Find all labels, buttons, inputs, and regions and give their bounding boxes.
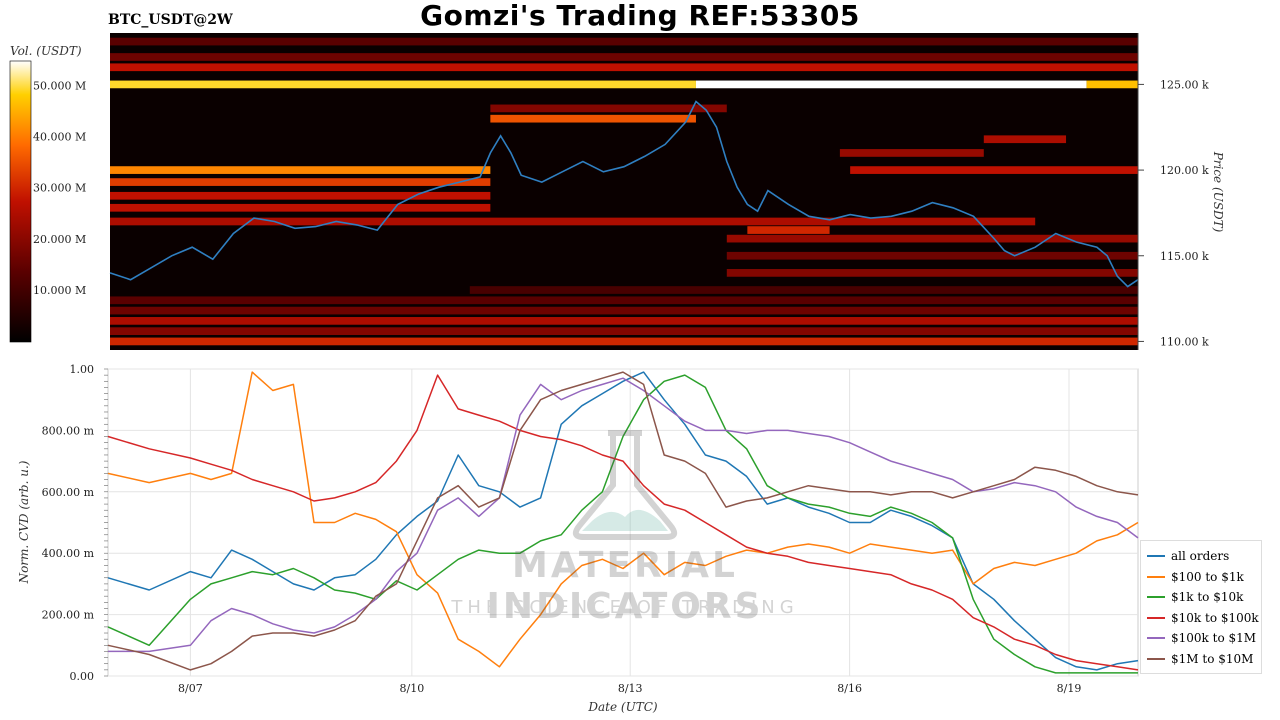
colorbar-tick-label: 30.000 M [33,182,86,195]
heatmap-band-16 [839,149,984,157]
price-tick-label: 110.00 k [1160,335,1209,348]
legend-item: $1k to $10k [1147,588,1243,606]
heatmap-band-21 [695,80,1087,89]
colorbar-title: Vol. (USDT) [10,44,82,58]
price-tick-label: 120.00 k [1160,164,1209,177]
heatmap-band-10 [110,217,1036,226]
legend-item: $1M to $10M [1147,650,1253,668]
flask-icon [572,430,678,540]
heatmap-band-5 [469,286,1138,294]
legend-label: $100 to $1k [1171,569,1244,584]
heatmap-band-12 [110,191,491,200]
x-tick-label: 8/13 [618,682,643,695]
colorbar: Vol. (USDT) 10.000 M 20.000 M 30.000 M 40.00… [9,44,86,343]
price-tick-label: 125.00 k [1160,78,1209,91]
y-tick-label: 400.00 m [42,547,95,560]
x-axis-title: Date (UTC) [587,700,657,714]
symbol-label: BTC_USDT@2W [108,12,233,28]
legend-label: $100k to $1M [1171,631,1257,645]
legend-label: all orders [1171,549,1230,563]
legend-swatch [1147,575,1165,578]
legend-item: $100 to $1k [1147,568,1244,586]
heatmap-band-2 [110,317,1138,325]
legend: all orders $100 to $1k $1k to $10k $10k to … [1140,540,1262,674]
legend-item: $100k to $1M [1147,629,1256,647]
heatmap-band-13 [110,178,491,186]
watermark: MATERIAL INDICATORS THE SCIENCE OF TRADI… [370,425,880,627]
price-line [109,100,1139,288]
series-line-3 [107,374,1139,671]
heatmap-band-25 [110,37,1138,46]
legend-item: all orders [1147,547,1229,565]
x-tick-label: 8/19 [1057,682,1082,695]
heatmap-band-18 [490,114,696,123]
heatmap-band-11 [110,203,491,212]
heatmap-band-1 [110,327,1138,336]
heatmap-band-6 [726,269,1138,277]
legend-item: $10k to $100k [1147,609,1259,627]
heatmap-band-8 [726,234,1138,243]
price-axis-title: Price (USDT) [1211,151,1225,233]
y-axis-title: Norm. CVD (arb. u.) [17,460,31,584]
heatmap-band-20 [110,80,696,89]
cvd-plot: 8/07 8/10 8/13 8/16 8/19 0.00 200.00 m 400.00 m… [17,363,1139,714]
heatmap-band-15 [850,166,1138,174]
price-axis: 110.00 k 115.00 k 120.00 k 125.00 k Price (U… [1137,33,1225,350]
series-line-2 [107,374,1138,674]
colorbar-tick-label: 20.000 M [33,233,86,246]
heatmap-band-19 [490,104,727,113]
watermark-brand: MATERIAL INDICATORS [486,545,764,627]
heatmap-band-22 [1086,80,1138,89]
watermark-tagline: THE SCIENCE OF TRADING [451,597,799,618]
legend-label: $1M to $10M [1171,651,1254,666]
heatmap-band-24 [110,53,1138,61]
legend-swatch [1147,555,1165,557]
chart-title: Gomzi's Trading REF:53305 [420,0,860,32]
y-tick-label: 800.00 m [42,424,95,437]
legend-label: $1k to $10k [1171,590,1244,604]
heatmap [109,33,1139,350]
heatmap-band-14 [110,166,491,174]
y-tick-label: 0.00 [70,670,95,683]
y-tick-label: 1.00 [70,363,95,376]
heatmap-band-0 [110,337,1138,346]
colorbar-tick-label: 50.000 M [33,80,86,93]
y-tick-label: 200.00 m [42,609,95,622]
legend-label: $10k to $100k [1171,610,1259,625]
heatmap-band-4 [110,296,1138,305]
legend-swatch [1147,616,1165,619]
colorbar-tick-label: 40.000 M [33,131,86,144]
y-tick-label: 600.00 m [42,486,95,499]
price-tick-label: 115.00 k [1160,250,1209,263]
legend-swatch [1147,637,1165,639]
series-line-1 [107,371,1139,668]
x-tick-label: 8/16 [837,682,862,695]
colorbar-gradient [9,60,32,343]
x-tick-label: 8/07 [178,682,203,695]
heatmap-band-17 [983,135,1067,144]
legend-swatch [1147,657,1165,660]
colorbar-tick-label: 10.000 M [33,284,86,297]
series-line-5 [107,371,1139,671]
x-tick-label: 8/10 [399,682,424,695]
heatmap-band-3 [110,306,1138,315]
heatmap-band-7 [726,251,1138,260]
heatmap-band-9 [747,226,830,234]
legend-swatch [1147,596,1165,598]
heatmap-band-23 [110,63,1138,72]
